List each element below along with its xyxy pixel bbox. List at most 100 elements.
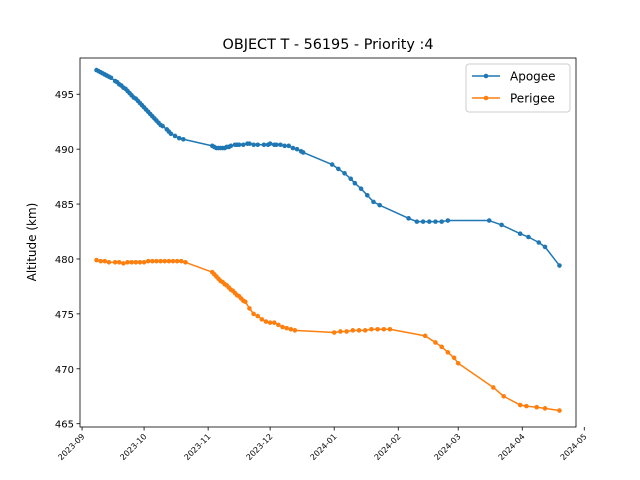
perigee-point-2023-11-27	[259, 317, 265, 322]
perigee-point-2024-01-10	[350, 328, 356, 333]
apogee-point-2024-01-03	[336, 166, 341, 172]
perigee-point-2023-09-17	[112, 259, 118, 265]
apogee-point-2023-10-16	[172, 133, 178, 139]
apogee-point-2023-10-10	[160, 123, 165, 129]
apogee-point-2023-11-16	[236, 142, 242, 148]
axes-frame	[79, 57, 577, 428]
perigee-point-2024-01-22	[375, 326, 380, 332]
perigee-point-2023-09-08	[94, 257, 99, 263]
y-tick-label-470: 470	[55, 365, 74, 376]
perigee-point-2023-10-19	[178, 258, 184, 264]
perigee-point-2023-10-03	[145, 258, 151, 264]
apogee-point-2024-03-31	[517, 231, 523, 237]
perigee-point-2023-10-05	[150, 258, 155, 264]
apogee-point-2023-10-18	[176, 135, 182, 141]
apogee-point-2024-01-17	[364, 192, 370, 198]
chart-title: OBJECT T - 56195 - Priority :4	[223, 37, 434, 53]
apogee-point-2024-01-23	[377, 202, 382, 208]
perigee-point-2024-03-01	[455, 361, 461, 366]
perigee-point-2023-10-15	[170, 258, 176, 264]
y-tick-label-490: 490	[55, 145, 74, 156]
apogee-point-2024-02-16	[426, 219, 432, 224]
perigee-point-2023-09-23	[125, 259, 130, 265]
apogee-point-2024-02-13	[420, 219, 426, 224]
perigee-point-2024-01-04	[338, 329, 343, 334]
perigee-point-2024-04-19	[557, 408, 562, 413]
perigee-point-2024-03-23	[501, 393, 506, 399]
apogee-point-2023-11-28	[261, 142, 267, 148]
apogee-point-2024-02-06	[406, 216, 411, 221]
apogee-point-2023-12-08	[282, 143, 287, 149]
perigee-point-2023-09-27	[133, 259, 139, 265]
perigee-point-2023-11-29	[263, 319, 269, 324]
perigee-point-2023-11-25	[255, 313, 261, 319]
perigee-point-2024-02-22	[439, 344, 444, 350]
perigee-point-2023-10-07	[154, 258, 159, 264]
perigee-point-2023-09-29	[137, 259, 143, 265]
apogee-point-2023-12-31	[329, 162, 335, 167]
perigee-point-2024-04-12	[542, 406, 548, 411]
apogee-point-2023-12-17	[300, 150, 306, 155]
apogee-point-2024-03-22	[499, 222, 504, 228]
apogee-point-2024-01-09	[348, 176, 354, 182]
perigee-point-2023-10-09	[158, 258, 163, 264]
apogee-point-2024-02-19	[433, 219, 438, 224]
perigee-point-2023-09-21	[121, 261, 126, 266]
apogee-point-2023-11-25	[255, 142, 261, 148]
perigee-point-2024-01-25	[381, 326, 387, 332]
perigee-point-2023-12-05	[276, 322, 281, 328]
apogee-point-2023-12-12	[290, 145, 296, 151]
apogee-point-2024-01-20	[371, 199, 376, 205]
apogee-point-2024-02-25	[445, 218, 451, 223]
perigee-point-2023-12-07	[280, 324, 285, 330]
legend-perigee-label: Perigee	[510, 92, 555, 106]
apogee-point-2023-10-20	[181, 136, 186, 142]
legend-perigee-marker	[483, 95, 489, 101]
apogee-point-2023-11-23	[251, 142, 256, 148]
apogee-point-2024-01-11	[352, 180, 358, 186]
perigee-point-2023-12-13	[292, 328, 298, 333]
apogee-point-2023-12-06	[278, 142, 283, 148]
y-tick-label-475: 475	[55, 310, 74, 321]
y-tick-label-465: 465	[55, 420, 74, 431]
apogee-point-2023-12-01	[267, 141, 273, 146]
perigee-point-2024-02-14	[422, 333, 428, 339]
perigee-point-2024-02-25	[445, 350, 451, 355]
perigee-point-2024-04-03	[524, 403, 529, 409]
apogee-point-2023-12-10	[286, 143, 292, 149]
apogee-point-2024-04-04	[526, 234, 531, 240]
apogee-point-2023-11-12	[228, 143, 234, 149]
perigee-point-2023-12-11	[288, 326, 294, 332]
perigee-point-2023-11-23	[251, 311, 256, 317]
apogee-point-2023-10-14	[168, 131, 174, 137]
perigee-point-2023-11-21	[247, 306, 252, 311]
legend: Apogee Perigee	[465, 63, 571, 113]
perigee-point-2024-01-16	[362, 328, 368, 333]
perigee-point-2023-09-10	[98, 258, 103, 264]
apogee-point-2023-09-15	[108, 75, 114, 81]
perigee-point-2024-03-18	[491, 385, 496, 390]
apogee-point-2023-11-18	[240, 142, 246, 148]
perigee-point-2024-01-01	[331, 330, 337, 335]
perigee-point-2023-10-11	[162, 258, 168, 264]
perigee-point-2023-10-13	[166, 258, 172, 264]
perigee-point-2024-02-19	[433, 340, 438, 345]
y-tick-label-485: 485	[55, 200, 74, 211]
apogee-point-2024-04-09	[536, 240, 542, 245]
apogee-point-2023-12-14	[294, 146, 300, 152]
perigee-point-2023-10-01	[141, 259, 147, 265]
apogee-point-2023-11-21	[247, 141, 252, 146]
apogee-point-2023-12-04	[274, 142, 279, 148]
perigee-point-2024-01-19	[369, 326, 374, 332]
perigee-point-2024-04-08	[534, 404, 540, 410]
apogee-point-2024-04-12	[542, 244, 548, 250]
apogee-point-2024-01-06	[342, 171, 347, 176]
y-tick-label-480: 480	[55, 255, 74, 266]
perigee-point-2023-10-21	[183, 259, 188, 265]
perigee-point-2024-02-28	[451, 355, 457, 361]
perigee-point-2023-12-09	[284, 325, 289, 331]
perigee-point-2024-01-13	[356, 328, 362, 333]
perigee-point-2023-09-14	[106, 259, 112, 265]
perigee-point-2023-09-25	[129, 259, 134, 265]
